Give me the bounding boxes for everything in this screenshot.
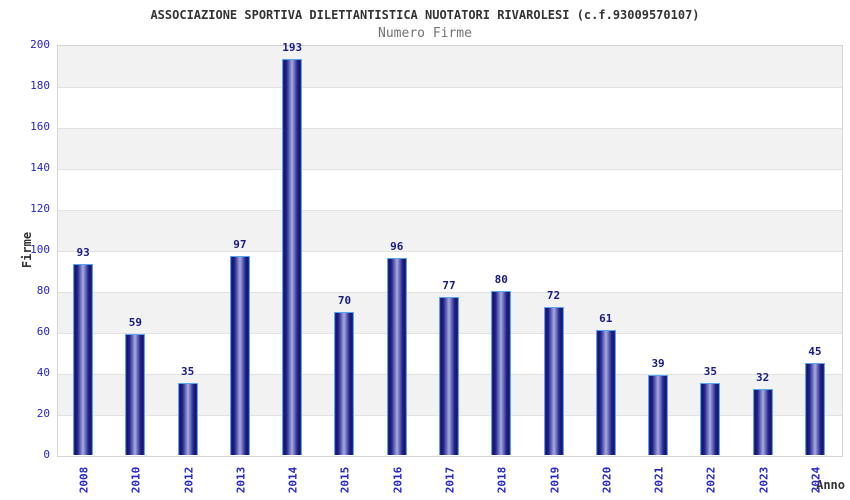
x-tick-label: 2017 (443, 466, 457, 494)
bar-2017 (439, 297, 459, 455)
bar-value-label: 72 (546, 289, 561, 303)
grid-band (58, 251, 842, 292)
chart-title: ASSOCIAZIONE SPORTIVA DILETTANTISTICA NU… (150, 8, 700, 22)
y-tick-label: 200 (30, 38, 50, 51)
bar-2022 (700, 383, 721, 455)
bar-2021 (648, 375, 669, 455)
x-tick-label: 2014 (286, 466, 300, 494)
y-tick-label: 60 (36, 325, 50, 338)
bar-value-label: 61 (599, 311, 613, 325)
bar-2018 (491, 291, 512, 455)
bar-value-label: 32 (755, 371, 770, 385)
y-tick-label: 40 (36, 366, 50, 379)
x-tick-label: 2015 (338, 466, 352, 494)
bar-value-label: 59 (128, 316, 143, 330)
bar-value-label: 70 (337, 293, 352, 307)
plot-area (57, 45, 843, 457)
gridline (58, 169, 842, 170)
bar-value-label: 77 (442, 279, 456, 293)
y-tick-label: 100 (30, 243, 50, 256)
bar-value-label: 93 (76, 246, 90, 260)
bar-value-label: 35 (181, 365, 195, 379)
x-tick-label: 2024 (809, 466, 823, 494)
bar-2019 (543, 307, 564, 455)
y-tick-label: 80 (36, 284, 50, 297)
x-tick-label: 2020 (600, 466, 614, 494)
grid-band (58, 169, 842, 210)
bar-value-label: 35 (703, 365, 717, 379)
bar-value-label: 80 (494, 273, 508, 286)
gridline (58, 87, 842, 88)
y-tick-label: 0 (43, 448, 50, 461)
grid-band (58, 210, 842, 251)
bar-2012 (177, 383, 198, 455)
chart-subtitle: Numero Firme (378, 26, 472, 41)
x-tick-label: 2018 (495, 466, 509, 494)
y-tick-label: 180 (30, 79, 50, 92)
bar-value-label: 193 (282, 41, 303, 55)
x-tick-label: 2010 (129, 466, 143, 494)
gridline (58, 251, 842, 252)
y-tick-label: 140 (30, 161, 50, 174)
x-tick-label: 2021 (652, 466, 666, 494)
bar-value-label: 45 (808, 344, 822, 358)
bar-value-label: 97 (233, 238, 247, 252)
y-tick-label: 160 (30, 120, 50, 133)
x-tick-label: 2012 (182, 466, 196, 494)
y-tick-label: 120 (30, 202, 50, 215)
x-tick-label: 2013 (234, 466, 248, 494)
x-tick-label: 2016 (391, 466, 405, 494)
gridline (58, 128, 842, 129)
x-tick-label: 2022 (704, 466, 718, 494)
gridline (58, 292, 842, 293)
x-tick-label: 2023 (757, 466, 771, 494)
x-tick-label: 2008 (77, 466, 91, 494)
bar-2016 (386, 258, 407, 455)
bar-2023 (752, 389, 773, 455)
bar-value-label: 96 (390, 240, 404, 254)
grid-band (58, 128, 842, 169)
bar-2020 (595, 329, 616, 455)
x-tick-label: 2019 (548, 466, 562, 494)
bar-2024 (804, 362, 825, 455)
grid-band (58, 87, 842, 128)
y-tick-label: 20 (36, 407, 50, 420)
grid-band (58, 46, 842, 87)
bar-2015 (334, 311, 355, 455)
bar-2008 (73, 264, 94, 455)
bar-2013 (229, 256, 250, 455)
bar-2010 (125, 334, 146, 455)
gridline (58, 210, 842, 211)
bar-value-label: 39 (651, 357, 665, 371)
bar-2014 (282, 59, 303, 455)
x-axis-label: Anno (816, 478, 845, 492)
